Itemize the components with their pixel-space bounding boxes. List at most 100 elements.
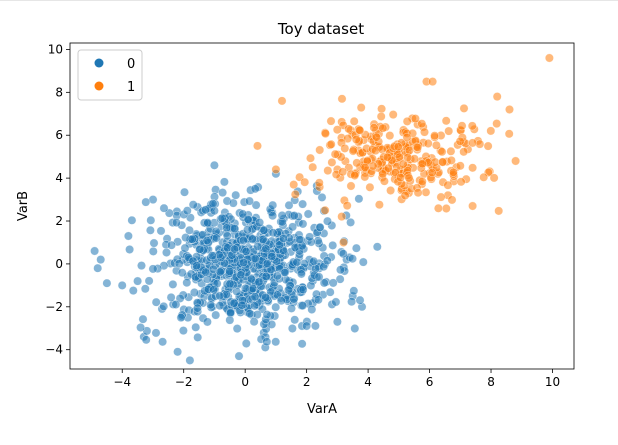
data-point-series-1 [339, 238, 348, 247]
data-point-series-0 [173, 347, 183, 357]
data-point-series-0 [90, 246, 100, 256]
data-point-series-1 [369, 123, 379, 133]
y-tick-label: 0 [55, 257, 63, 271]
data-point-series-1 [348, 146, 358, 156]
data-point-series-1 [455, 161, 465, 171]
data-point-series-0 [228, 198, 238, 208]
data-point-series-1 [306, 153, 315, 163]
data-point-series-1 [467, 121, 477, 131]
data-point-series-1 [337, 94, 347, 104]
data-point-series-1 [315, 145, 325, 155]
data-point-series-0 [232, 324, 242, 334]
data-point-series-1 [428, 77, 438, 87]
data-point-series-1 [468, 138, 478, 148]
data-point-series-1 [326, 116, 336, 126]
data-point-series-1 [410, 114, 420, 124]
data-point-series-0 [189, 288, 199, 297]
x-tick-label: 0 [241, 375, 249, 389]
data-point-series-0 [159, 203, 169, 213]
data-point-series-1 [483, 141, 493, 151]
data-point-series-1 [352, 158, 362, 168]
data-point-series-1 [327, 157, 337, 167]
data-point-series-0 [128, 286, 138, 296]
data-point-series-0 [298, 285, 308, 295]
data-point-series-1 [504, 129, 514, 139]
y-tick-label: 2 [55, 214, 63, 228]
data-point-series-0 [347, 297, 357, 307]
data-point-series-0 [215, 301, 225, 311]
data-point-series-0 [102, 278, 112, 288]
data-point-series-1 [300, 177, 310, 187]
legend-marker-1 [94, 81, 104, 91]
data-point-series-0 [166, 292, 176, 302]
data-point-series-1 [355, 125, 365, 135]
data-point-series-0 [288, 222, 298, 232]
data-point-series-0 [156, 226, 166, 236]
data-point-series-1 [404, 173, 414, 183]
data-point-series-1 [413, 188, 423, 198]
data-point-series-1 [326, 139, 336, 149]
data-point-series-1 [321, 129, 330, 139]
data-point-series-0 [225, 266, 235, 276]
data-point-series-0 [218, 188, 228, 198]
data-point-series-0 [245, 196, 254, 206]
data-point-series-1 [374, 200, 384, 210]
data-point-series-1 [356, 103, 366, 113]
data-point-series-0 [229, 298, 239, 308]
data-point-series-0 [207, 251, 217, 261]
data-point-series-1 [417, 159, 427, 169]
data-point-series-0 [176, 313, 186, 323]
data-point-series-0 [284, 200, 294, 210]
data-point-series-1 [455, 136, 465, 146]
data-point-series-1 [323, 166, 333, 176]
data-point-series-0 [208, 199, 218, 209]
data-point-series-1 [468, 163, 478, 173]
data-point-series-0 [317, 192, 327, 202]
data-point-series-0 [225, 315, 235, 325]
data-point-series-0 [151, 297, 161, 307]
data-point-series-0 [349, 286, 359, 296]
data-point-series-0 [174, 259, 184, 269]
data-point-series-1 [443, 180, 453, 190]
data-point-series-0 [123, 231, 133, 241]
data-point-series-0 [182, 206, 192, 216]
data-point-series-0 [193, 303, 202, 313]
data-point-series-0 [250, 254, 260, 264]
data-point-series-0 [211, 310, 221, 320]
data-point-series-1 [337, 212, 347, 222]
data-point-series-1 [457, 121, 467, 131]
data-point-series-0 [289, 294, 299, 304]
data-point-series-1 [459, 103, 469, 113]
data-point-series-0 [253, 242, 263, 251]
data-point-series-1 [430, 131, 440, 141]
data-point-series-1 [486, 126, 496, 136]
data-point-series-0 [127, 215, 137, 225]
data-point-series-0 [185, 355, 195, 365]
data-point-series-0 [295, 235, 304, 244]
data-point-series-1 [376, 112, 386, 121]
data-point-series-0 [211, 233, 221, 243]
data-point-series-0 [271, 337, 281, 347]
data-point-series-0 [280, 268, 290, 277]
data-point-series-0 [358, 257, 368, 267]
data-point-series-0 [182, 278, 192, 288]
data-point-series-0 [297, 339, 307, 349]
data-point-series-1 [377, 144, 387, 154]
data-point-series-1 [446, 155, 456, 165]
data-point-series-0 [203, 218, 213, 228]
data-point-series-1 [340, 143, 350, 153]
data-point-series-0 [240, 283, 250, 293]
y-axis-label: VarB [16, 191, 31, 221]
y-tick-label: 6 [55, 128, 63, 142]
top-divider [0, 0, 618, 1]
data-point-series-0 [138, 314, 148, 324]
data-point-series-0 [148, 246, 158, 256]
x-axis-label: VarA [307, 402, 337, 417]
data-point-series-0 [219, 177, 229, 187]
data-point-series-0 [298, 301, 308, 311]
data-point-series-0 [250, 292, 260, 302]
data-point-series-1 [379, 176, 389, 186]
data-point-series-1 [437, 147, 447, 157]
data-point-series-0 [201, 267, 211, 277]
